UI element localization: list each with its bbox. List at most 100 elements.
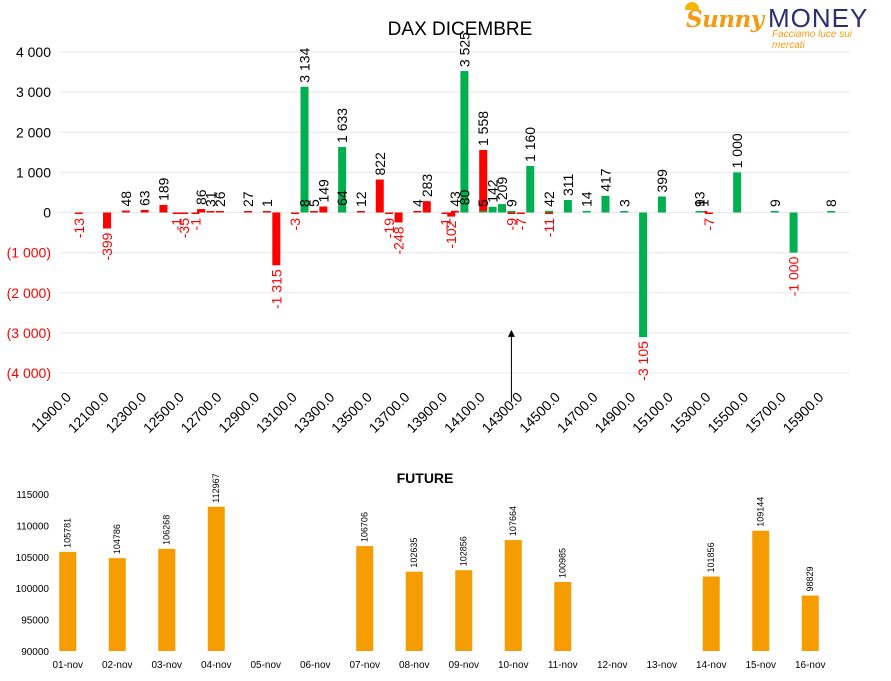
x-tick-label: 12900.0 [215, 389, 262, 436]
y-tick-label: 1 000 [16, 164, 51, 180]
future-x-tick-label: 09-nov [448, 660, 479, 671]
data-label: 80 [456, 190, 472, 206]
future-x-tick-label: 03-nov [151, 660, 182, 671]
data-label: 1 [259, 199, 275, 207]
data-label: 399 [654, 169, 670, 193]
bar [526, 165, 535, 213]
bar [601, 195, 610, 213]
bar [159, 204, 168, 213]
data-label: -9 [503, 218, 519, 231]
current-level-arrowhead [507, 329, 515, 337]
data-label: 283 [419, 174, 435, 198]
bar [488, 206, 497, 213]
x-tick-label: 15300.0 [667, 389, 714, 436]
future-y-tick-label: 115000 [16, 490, 49, 501]
future-data-label: 109144 [756, 497, 766, 527]
bar [582, 211, 591, 213]
data-label: 3 525 [456, 32, 472, 67]
data-label: 43 [447, 191, 463, 207]
data-label: 1 633 [334, 108, 350, 143]
bar [827, 211, 836, 213]
logo-tagline: Facciamo luce sui mercati [772, 29, 853, 51]
data-label: 189 [155, 177, 171, 201]
sun-icon [685, 2, 699, 10]
bar [545, 212, 554, 214]
future-data-label: 107664 [508, 506, 518, 536]
bar [657, 196, 666, 213]
x-tick-label: 12700.0 [177, 389, 224, 436]
data-label: -1 315 [268, 269, 284, 309]
bar [394, 212, 403, 223]
future-data-label: 98829 [805, 567, 815, 592]
future-y-tick-label: 90000 [21, 647, 49, 658]
bar [215, 211, 224, 213]
x-tick-label: 14700.0 [554, 389, 601, 436]
data-label: 9 [767, 199, 783, 207]
y-tick-label: (3 000) [7, 325, 51, 341]
future-x-tick-label: 02-nov [102, 660, 133, 671]
x-tick-label: 15100.0 [629, 389, 676, 436]
data-label: 4 [409, 199, 425, 207]
future-x-tick-label: 12-nov [597, 660, 628, 671]
future-bar [108, 558, 126, 651]
data-label: 149 [315, 179, 331, 203]
y-tick-label: 0 [43, 205, 51, 221]
data-label: -7 [513, 218, 529, 231]
data-label: -35 [176, 218, 192, 238]
future-x-tick-label: 16-nov [795, 660, 826, 671]
future-bar [405, 571, 423, 651]
data-label: 417 [597, 168, 613, 192]
bar [103, 212, 112, 229]
data-label: 31 [202, 191, 218, 207]
bar [441, 212, 450, 214]
future-data-label: 102635 [409, 538, 419, 568]
future-data-label: 105781 [63, 518, 73, 548]
data-label: -19 [381, 218, 397, 238]
data-label: -248 [391, 226, 407, 254]
data-label: 1 558 [475, 111, 491, 146]
data-label: -3 [287, 218, 303, 231]
bar [172, 212, 181, 214]
data-label: -102 [443, 220, 459, 248]
logo-brand-left: Sunny [686, 6, 764, 33]
future-x-tick-label: 01-nov [52, 660, 83, 671]
bar [244, 211, 253, 213]
data-label: -13 [71, 218, 87, 238]
bar [309, 211, 318, 213]
sunny-money-logo: Sunny MONEY Facciamo luce sui mercati [682, 2, 887, 51]
data-label: 3 134 [297, 48, 313, 83]
data-label: 209 [494, 177, 510, 201]
bar [422, 201, 431, 213]
bar [507, 212, 516, 214]
data-label: 3 [616, 199, 632, 207]
bar [639, 212, 648, 338]
data-label: 48 [118, 191, 134, 207]
future-bar [554, 582, 572, 651]
future-x-tick-label: 14-nov [696, 660, 727, 671]
y-tick-label: (1 000) [7, 245, 51, 261]
bar [413, 211, 422, 213]
data-label: -11 [541, 218, 557, 237]
data-label: 9 [692, 199, 708, 207]
bar [319, 206, 328, 213]
y-tick-label: (4 000) [7, 365, 51, 381]
data-label: 5 [475, 199, 491, 207]
future-bar [207, 506, 225, 651]
bar [789, 212, 798, 253]
x-tick-label: 14100.0 [441, 389, 488, 436]
bar [197, 209, 206, 213]
y-tick-label: 4 000 [16, 44, 51, 60]
bar [74, 212, 83, 214]
x-tick-label: 14500.0 [516, 389, 563, 436]
y-tick-label: 2 000 [16, 124, 51, 140]
future-x-tick-label: 10-nov [498, 660, 529, 671]
future-data-label: 102856 [459, 536, 469, 566]
data-label: 12 [353, 191, 369, 207]
future-x-tick-label: 08-nov [399, 660, 430, 671]
data-label: 1 160 [522, 127, 538, 162]
x-tick-label: 13100.0 [253, 389, 300, 436]
x-tick-label: 13900.0 [403, 389, 450, 436]
x-tick-label: 14300.0 [478, 389, 525, 436]
x-tick-label: 15700.0 [742, 389, 789, 436]
